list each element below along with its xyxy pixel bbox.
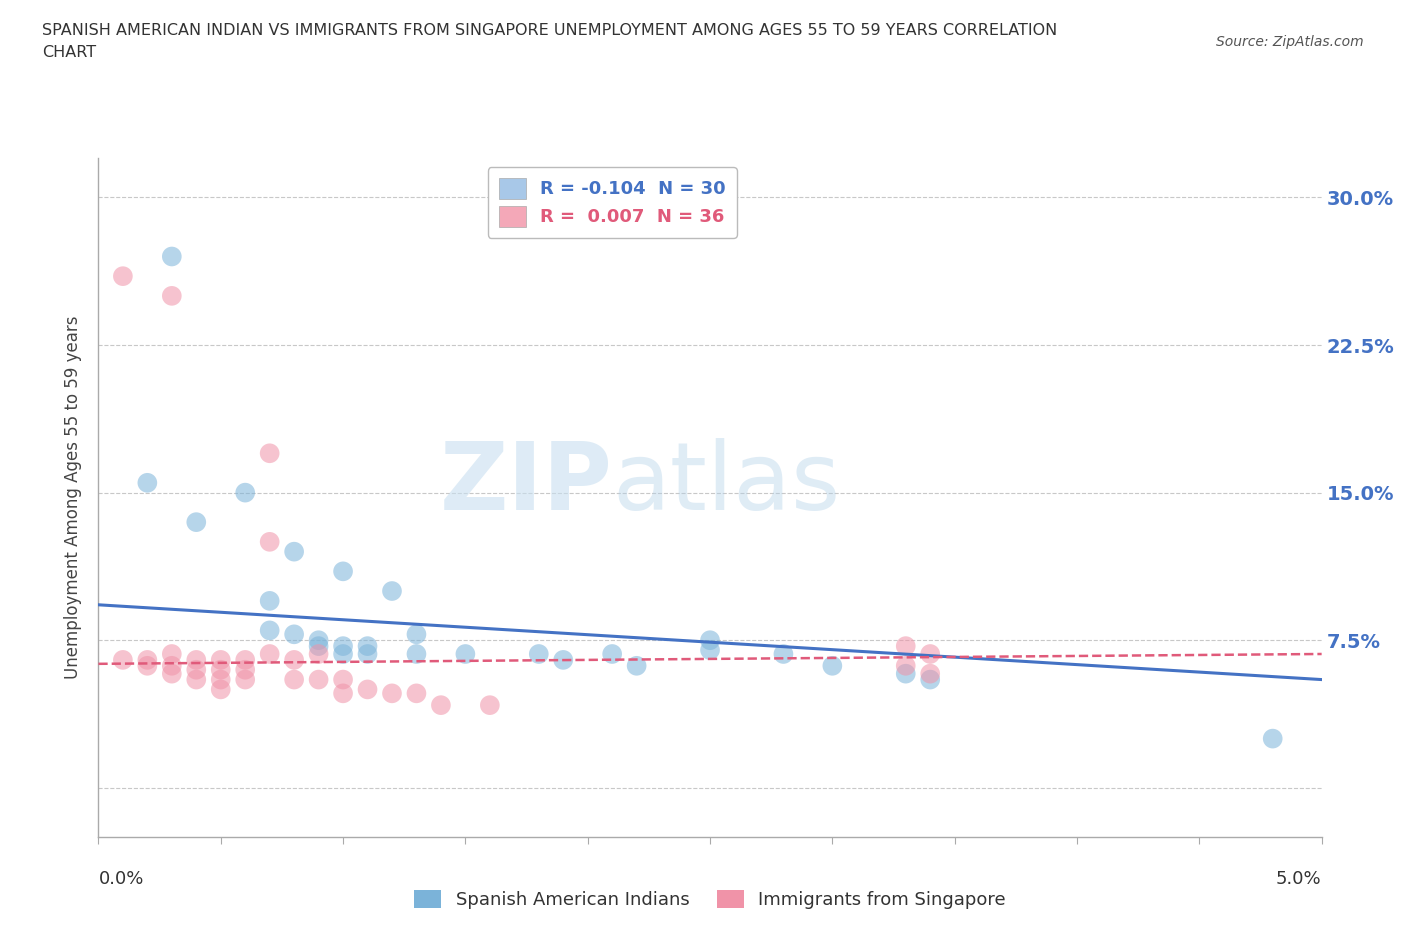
Point	[259, 593, 281, 608]
Point	[160, 658, 183, 673]
Point	[430, 698, 453, 712]
Point	[405, 646, 427, 661]
Point	[920, 666, 942, 681]
Point	[233, 653, 256, 668]
Point	[186, 514, 208, 529]
Text: atlas: atlas	[612, 438, 841, 530]
Point	[381, 584, 404, 599]
Point	[920, 646, 942, 661]
Point	[356, 646, 378, 661]
Point	[454, 646, 477, 661]
Point	[699, 643, 721, 658]
Text: 5.0%: 5.0%	[1277, 870, 1322, 887]
Point	[308, 672, 330, 687]
Point	[209, 672, 232, 687]
Point	[527, 646, 550, 661]
Point	[111, 653, 134, 668]
Point	[160, 646, 183, 661]
Point	[136, 475, 159, 490]
Point	[308, 646, 330, 661]
Point	[259, 623, 281, 638]
Point	[894, 639, 917, 654]
Point	[160, 288, 183, 303]
Text: 0.0%: 0.0%	[98, 870, 143, 887]
Point	[186, 672, 208, 687]
Point	[283, 544, 305, 559]
Point	[308, 632, 330, 647]
Point	[405, 627, 427, 642]
Point	[283, 653, 305, 668]
Point	[160, 249, 183, 264]
Point	[772, 646, 794, 661]
Text: SPANISH AMERICAN INDIAN VS IMMIGRANTS FROM SINGAPORE UNEMPLOYMENT AMONG AGES 55 : SPANISH AMERICAN INDIAN VS IMMIGRANTS FR…	[42, 23, 1057, 38]
Point	[626, 658, 648, 673]
Point	[894, 666, 917, 681]
Point	[136, 653, 159, 668]
Point	[209, 653, 232, 668]
Point	[821, 658, 844, 673]
Point	[186, 662, 208, 677]
Point	[308, 639, 330, 654]
Point	[920, 672, 942, 687]
Point	[332, 672, 354, 687]
Point	[600, 646, 623, 661]
Y-axis label: Unemployment Among Ages 55 to 59 years: Unemployment Among Ages 55 to 59 years	[65, 316, 83, 679]
Text: CHART: CHART	[42, 45, 96, 60]
Point	[356, 639, 378, 654]
Point	[283, 672, 305, 687]
Point	[209, 682, 232, 697]
Point	[160, 666, 183, 681]
Point	[356, 682, 378, 697]
Point	[1261, 731, 1284, 746]
Point	[332, 646, 354, 661]
Point	[332, 686, 354, 701]
Point	[233, 672, 256, 687]
Legend: Spanish American Indians, Immigrants from Singapore: Spanish American Indians, Immigrants fro…	[408, 883, 1012, 916]
Point	[332, 564, 354, 578]
Point	[209, 662, 232, 677]
Point	[111, 269, 134, 284]
Point	[259, 535, 281, 550]
Point	[553, 653, 575, 668]
Point	[233, 662, 256, 677]
Point	[259, 445, 281, 460]
Point	[259, 646, 281, 661]
Text: ZIP: ZIP	[439, 438, 612, 530]
Point	[136, 658, 159, 673]
Point	[381, 686, 404, 701]
Point	[186, 653, 208, 668]
Point	[405, 686, 427, 701]
Point	[478, 698, 501, 712]
Point	[699, 632, 721, 647]
Point	[894, 658, 917, 673]
Point	[332, 639, 354, 654]
Point	[233, 485, 256, 500]
Point	[283, 627, 305, 642]
Text: Source: ZipAtlas.com: Source: ZipAtlas.com	[1216, 35, 1364, 49]
